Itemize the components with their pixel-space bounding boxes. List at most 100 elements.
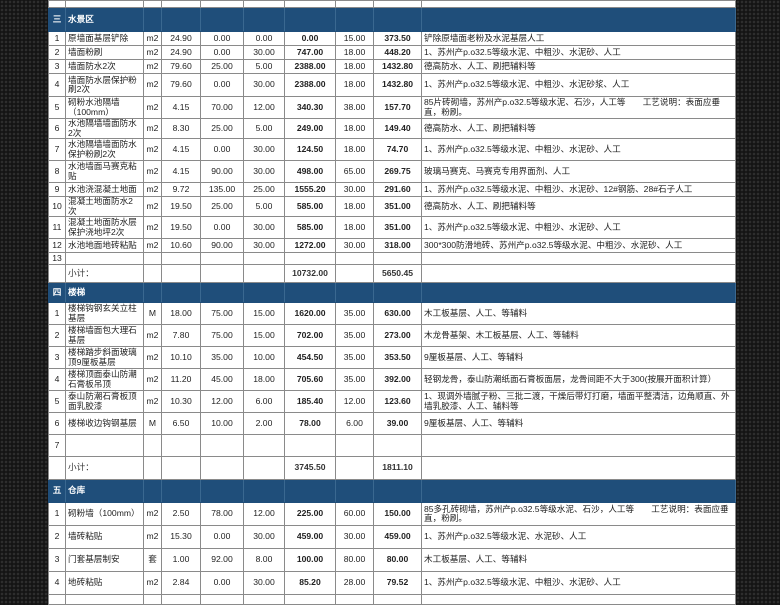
material-total: 705.60 bbox=[284, 368, 336, 391]
description: 1、现调外墙腻子粉、三批二渡，干燥后带灯打磨，墙面平整清洁，边角顺直、外墙乳胶漆… bbox=[421, 390, 736, 413]
labor-unit bbox=[335, 434, 374, 457]
table-row-partial bbox=[48, 594, 736, 605]
item-number: 3 bbox=[48, 346, 66, 369]
description: 1、苏州产p.o32.5等级水泥、中粗沙、水泥砂、人工 bbox=[421, 216, 736, 239]
table-row: 5 泰山防潮石膏板顶面乳胶漆 m2 10.30 12.00 6.00 185.40 12.00… bbox=[48, 390, 736, 413]
quantity: 79.60 bbox=[161, 59, 201, 74]
material-price: 25.00 bbox=[200, 196, 244, 217]
section-number: 四 bbox=[48, 282, 66, 303]
cell bbox=[161, 7, 201, 32]
labor-price: 6.00 bbox=[243, 390, 285, 413]
description: 1、苏州产p.o32.5等级水泥、中粗沙、水泥砂、人工 bbox=[421, 138, 736, 161]
cell bbox=[243, 7, 285, 32]
table-row: 7 bbox=[48, 434, 736, 457]
item-number: 2 bbox=[48, 525, 66, 549]
cell bbox=[335, 479, 374, 503]
cell bbox=[200, 7, 244, 32]
labor-unit: 6.00 bbox=[335, 412, 374, 435]
item-number: 6 bbox=[48, 412, 66, 435]
labor-price: 5.00 bbox=[243, 59, 285, 74]
labor-price: 30.00 bbox=[243, 571, 285, 595]
labor-unit: 18.00 bbox=[335, 138, 374, 161]
cell bbox=[161, 0, 201, 8]
quantity: 9.72 bbox=[161, 182, 201, 197]
labor-price: 18.00 bbox=[243, 368, 285, 391]
cell bbox=[200, 594, 244, 605]
material-price: 90.00 bbox=[200, 160, 244, 183]
labor-unit: 15.00 bbox=[335, 31, 374, 46]
material-total: 2388.00 bbox=[284, 73, 336, 97]
material-price: 135.00 bbox=[200, 182, 244, 197]
cell bbox=[48, 456, 66, 480]
material-total: 100.00 bbox=[284, 548, 336, 572]
material-price: 75.00 bbox=[200, 324, 244, 347]
cell bbox=[143, 456, 162, 480]
table-row: 3 墙面防水2次 m2 79.60 25.00 5.00 2388.00 18.00 1432.… bbox=[48, 59, 736, 74]
labor-unit: 30.00 bbox=[335, 525, 374, 549]
item-name: 楼梯踏步斜面玻璃顶9厘板基层 bbox=[65, 346, 144, 369]
labor-price: 5.00 bbox=[243, 196, 285, 217]
table-row: 13 bbox=[48, 252, 736, 265]
material-total: 747.00 bbox=[284, 45, 336, 60]
labor-total: 150.00 bbox=[373, 502, 422, 526]
labor-total: 351.00 bbox=[373, 196, 422, 217]
cell bbox=[65, 594, 144, 605]
item-number: 5 bbox=[48, 96, 66, 119]
labor-total: 39.00 bbox=[373, 412, 422, 435]
quantity: 19.50 bbox=[161, 216, 201, 239]
item-name: 地砖粘贴 bbox=[65, 571, 144, 595]
cell bbox=[421, 0, 736, 8]
material-price: 0.00 bbox=[200, 73, 244, 97]
quantity: 2.84 bbox=[161, 571, 201, 595]
section-header: 五仓库 bbox=[48, 479, 736, 503]
quantity: 10.30 bbox=[161, 390, 201, 413]
quantity: 1.00 bbox=[161, 548, 201, 572]
subtotal-label: 小计： bbox=[65, 264, 144, 283]
material-total: 249.00 bbox=[284, 118, 336, 139]
unit: m2 bbox=[143, 525, 162, 549]
labor-total: 630.00 bbox=[373, 302, 422, 325]
item-name: 水池隔墙墙面防水保护粉刷2次 bbox=[65, 138, 144, 161]
quantity: 8.30 bbox=[161, 118, 201, 139]
material-total: 459.00 bbox=[284, 525, 336, 549]
subtotal-material: 3745.50 bbox=[284, 456, 336, 480]
description: 德高防水、人工、刷把辅料等 bbox=[421, 118, 736, 139]
labor-unit: 65.00 bbox=[335, 160, 374, 183]
labor-price: 12.00 bbox=[243, 96, 285, 119]
item-number: 6 bbox=[48, 118, 66, 139]
cell bbox=[335, 7, 374, 32]
item-number: 4 bbox=[48, 73, 66, 97]
material-price: 0.00 bbox=[200, 525, 244, 549]
cell bbox=[143, 7, 162, 32]
item-name: 水池地面地砖粘贴 bbox=[65, 238, 144, 253]
description: 木工板基层、人工、等辅料 bbox=[421, 548, 736, 572]
labor-unit: 18.00 bbox=[335, 45, 374, 60]
item-number: 3 bbox=[48, 548, 66, 572]
labor-price: 30.00 bbox=[243, 216, 285, 239]
cell bbox=[143, 0, 162, 8]
unit: m2 bbox=[143, 96, 162, 119]
labor-unit: 35.00 bbox=[335, 302, 374, 325]
unit: m2 bbox=[143, 45, 162, 60]
labor-price: 30.00 bbox=[243, 525, 285, 549]
unit: m2 bbox=[143, 73, 162, 97]
unit: M bbox=[143, 412, 162, 435]
cell bbox=[243, 0, 285, 8]
labor-total: 273.00 bbox=[373, 324, 422, 347]
item-name: 墙面粉刷 bbox=[65, 45, 144, 60]
material-total: 585.00 bbox=[284, 216, 336, 239]
item-name: 墙砖粘贴 bbox=[65, 525, 144, 549]
unit: m2 bbox=[143, 571, 162, 595]
labor-unit: 35.00 bbox=[335, 368, 374, 391]
material-total: 340.30 bbox=[284, 96, 336, 119]
quantity: 4.15 bbox=[161, 160, 201, 183]
quantity: 4.15 bbox=[161, 138, 201, 161]
item-number: 8 bbox=[48, 160, 66, 183]
quantity: 6.50 bbox=[161, 412, 201, 435]
quantity: 19.50 bbox=[161, 196, 201, 217]
cell bbox=[243, 264, 285, 283]
material-total: 498.00 bbox=[284, 160, 336, 183]
labor-total: 353.50 bbox=[373, 346, 422, 369]
labor-price bbox=[243, 252, 285, 265]
description: 1、苏州产p.o32.5等级水泥、中粗沙、水泥砂浆、人工 bbox=[421, 73, 736, 97]
